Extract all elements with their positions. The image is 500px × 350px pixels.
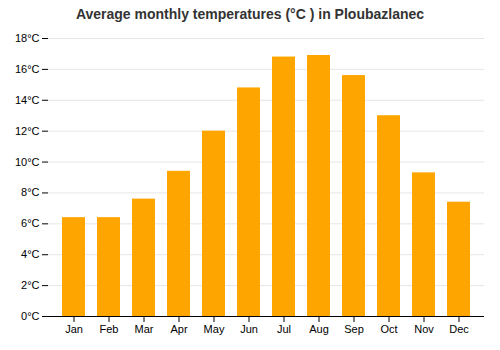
svg-text:Jan: Jan: [65, 323, 83, 335]
svg-text:Sep: Sep: [344, 323, 364, 335]
svg-text:2°C: 2°C: [21, 279, 40, 291]
svg-text:Apr: Apr: [170, 323, 187, 335]
svg-text:0°C: 0°C: [21, 310, 40, 322]
svg-text:Jul: Jul: [277, 323, 291, 335]
svg-text:Nov: Nov: [414, 323, 434, 335]
svg-text:Oct: Oct: [380, 323, 397, 335]
svg-text:May: May: [204, 323, 225, 335]
svg-text:Dec: Dec: [449, 323, 469, 335]
svg-text:Jun: Jun: [240, 323, 258, 335]
svg-text:Aug: Aug: [309, 323, 329, 335]
svg-text:Feb: Feb: [100, 323, 119, 335]
svg-text:4°C: 4°C: [21, 248, 40, 260]
svg-text:6°C: 6°C: [21, 217, 40, 229]
svg-text:8°C: 8°C: [21, 186, 40, 198]
svg-text:14°C: 14°C: [15, 94, 40, 106]
svg-text:Mar: Mar: [135, 323, 154, 335]
svg-text:18°C: 18°C: [15, 32, 40, 44]
svg-text:16°C: 16°C: [15, 63, 40, 75]
html-text:Average monthly temperatures (: Average monthly temperatures (°C ) in Pl…: [75, 6, 425, 22]
svg-text:12°C: 12°C: [15, 125, 40, 137]
svg-text:10°C: 10°C: [15, 156, 40, 168]
